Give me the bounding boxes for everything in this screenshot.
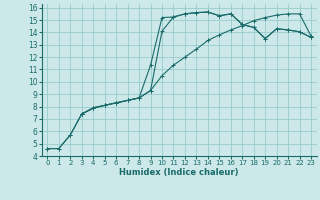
X-axis label: Humidex (Indice chaleur): Humidex (Indice chaleur)	[119, 168, 239, 177]
